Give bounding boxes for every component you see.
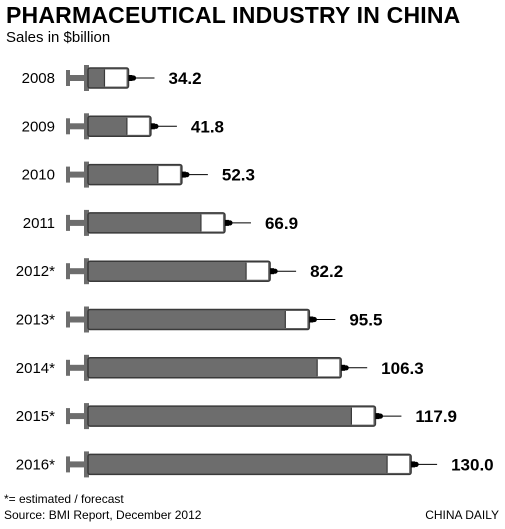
y-tick-label: 2013* [16,312,55,329]
data-bar [87,405,377,427]
syringe-flange [84,403,89,430]
data-label: 66.9 [265,214,298,233]
syringe-rod [70,268,86,275]
y-tick-label: 2011 [23,215,55,232]
y-tick-label: 2009 [22,118,55,135]
syringe-hub [311,316,317,323]
source-note: Source: BMI Report, December 2012 [4,508,202,522]
syringe-nozzle [309,316,314,323]
syringe-thumb-rest [66,359,70,376]
syringe-nozzle [128,75,133,81]
data-label: 41.8 [191,117,224,136]
syringe-flange [84,161,89,188]
syringe-hub [184,172,190,178]
syringe-rod [70,75,86,81]
data-label: 95.5 [349,311,382,330]
data-bar [87,260,271,282]
syringe-flange [84,306,89,333]
y-tick-label: 2008 [22,70,55,87]
chart-title: PHARMACEUTICAL INDUSTRY IN CHINA [6,2,461,28]
chart-subtitle: Sales in $billion [6,29,111,46]
y-tick-label: 2016* [16,456,55,473]
syringe-thumb-rest [66,263,70,280]
syringe-hub [227,220,233,226]
data-label: 130.0 [451,455,494,474]
syringe-plunger [387,455,410,473]
syringe-hub [413,461,419,467]
publisher-credit: CHINA DAILY [425,508,499,522]
data-label: 52.3 [222,166,255,185]
y-tick-label: 2015* [16,408,55,425]
syringe-rod [70,123,86,130]
syringe-rod [70,461,86,468]
syringe-rod [70,364,86,371]
syringe-nozzle [411,461,416,468]
data-bar [87,453,412,476]
data-bar [87,357,342,379]
syringe-plunger [285,311,308,328]
data-label: 82.2 [310,262,343,281]
syringe-plunger [200,214,223,232]
syringe-plunger [317,359,340,377]
syringe-plunger [246,262,269,280]
y-tick-label: 2014* [16,360,55,377]
data-bar [87,308,311,331]
data-label: 106.3 [381,359,424,378]
syringe-thumb-rest [66,70,70,86]
syringe-plunger [157,166,180,184]
syringe-rod [70,219,86,226]
syringe-thumb-rest [66,166,70,183]
syringe-hub [272,268,278,274]
syringe-thumb-rest [66,456,70,473]
syringe-nozzle [224,219,229,226]
syringe-flange [84,65,89,91]
syringe-thumb-rest [66,311,70,328]
syringe-nozzle [341,364,346,371]
syringe-nozzle [375,413,380,420]
syringe-plunger [104,69,127,87]
syringe-rod [70,171,86,178]
syringe-plunger [351,407,374,425]
syringe-thumb-rest [66,408,70,425]
syringe-flange [84,209,89,236]
syringe-thumb-rest [66,214,70,231]
syringe-hub [153,123,159,129]
syringe-thumb-rest [66,118,70,135]
syringe-flange [84,113,89,140]
syringe-nozzle [270,268,275,275]
syringe-flange [84,258,89,285]
syringe-flange [84,451,89,478]
syringe-flange [84,354,89,381]
syringe-nozzle [150,123,155,130]
syringe-plunger [126,117,149,135]
syringe-hub [130,75,137,81]
syringe-hub [343,365,349,371]
syringe-rod [70,413,86,420]
forecast-note: *= estimated / forecast [4,492,124,506]
data-label: 117.9 [415,407,457,426]
syringe-hub [377,413,384,419]
y-tick-label: 2010 [22,167,55,184]
data-label: 34.2 [168,69,201,88]
syringe-rod [70,316,86,323]
y-tick-label: 2012* [16,263,55,280]
syringe-nozzle [181,171,186,178]
